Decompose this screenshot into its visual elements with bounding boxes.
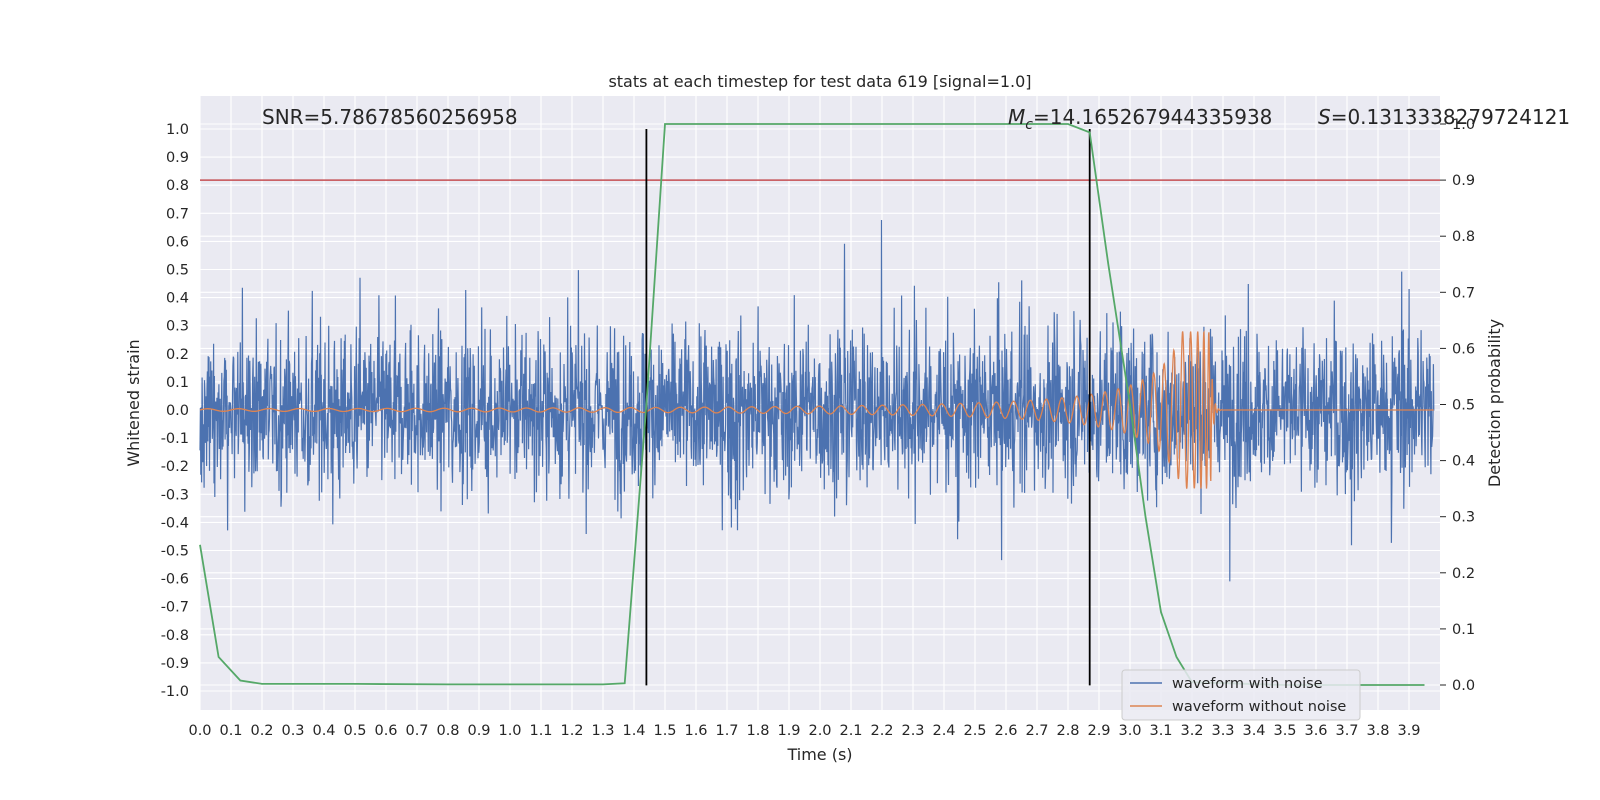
y-tick-label: 0.0 <box>166 403 189 419</box>
y-tick-label: -0.7 <box>161 600 189 616</box>
x-axis-label: Time (s) <box>786 745 852 764</box>
y-tick-label: -0.1 <box>161 431 189 447</box>
x-tick-label: 1.3 <box>591 723 614 739</box>
y-tick-label: 0.8 <box>166 178 189 194</box>
s-value: =0.1313338279724121 <box>1331 105 1570 129</box>
x-tick-label: 0.9 <box>467 723 490 739</box>
y-tick-label: -0.5 <box>161 544 189 560</box>
x-tick-label: 1.2 <box>560 723 583 739</box>
x-tick-label: 3.1 <box>1149 723 1172 739</box>
y-tick-label: 0.5 <box>166 263 189 279</box>
y-tick-label: -0.6 <box>161 572 189 588</box>
x-tick-label: 0.8 <box>436 723 459 739</box>
snr-annotation: SNR=5.78678560256958 <box>262 105 518 129</box>
x-tick-label: 2.8 <box>1056 723 1079 739</box>
waveform-without-noise-line <box>199 330 1434 489</box>
y-tick-label: 0.9 <box>166 150 189 166</box>
y2-tick-label: 0.3 <box>1452 510 1475 526</box>
x-tick-label: 3.8 <box>1366 723 1389 739</box>
x-tick-label: 0.2 <box>250 723 273 739</box>
series-waveform-without-noise <box>199 330 1434 489</box>
x-tick-label: 2.5 <box>963 723 986 739</box>
x-tick-label: 2.1 <box>839 723 862 739</box>
chart-title: stats at each timestep for test data 619… <box>608 72 1031 91</box>
legend-box <box>1121 669 1361 721</box>
x-tick-label: 2.7 <box>1025 723 1048 739</box>
y2-tick-label: 0.0 <box>1452 678 1475 694</box>
y2-tick-label: 0.5 <box>1452 398 1475 414</box>
y2-tick-label: 1.0 <box>1452 117 1475 133</box>
x-tick-label: 3.3 <box>1211 723 1234 739</box>
series-detection-probability <box>199 123 1425 686</box>
x-tick-label: 1.9 <box>777 723 800 739</box>
y2-tick-label: 0.2 <box>1452 566 1475 582</box>
x-tick-label: 1.4 <box>622 723 645 739</box>
x-tick-label: 1.0 <box>498 723 521 739</box>
x-tick-label: 1.8 <box>746 723 769 739</box>
x-tick-label: 3.4 <box>1242 723 1265 739</box>
y-tick-label: 0.6 <box>166 234 189 250</box>
x-tick-label: 3.7 <box>1335 723 1358 739</box>
mc-value: =14.165267944335938 <box>1033 105 1272 129</box>
y-tick-label: 0.3 <box>166 319 189 335</box>
x-tick-label: 0.4 <box>312 723 335 739</box>
x-tick-label: 0.3 <box>281 723 304 739</box>
x-tick-label: 3.0 <box>1118 723 1141 739</box>
y2-tick-label: 0.8 <box>1452 229 1475 245</box>
x-tick-label: 2.0 <box>808 723 831 739</box>
y-tick-label: -0.9 <box>161 656 189 672</box>
x-tick-label: 2.6 <box>994 723 1017 739</box>
y-tick-label: -0.4 <box>161 515 189 531</box>
s-symbol: S <box>1318 105 1331 129</box>
x-tick-label: 1.6 <box>684 723 707 739</box>
y2-axis-label: Detection probability <box>1485 319 1504 487</box>
x-tick-label: 3.9 <box>1397 723 1420 739</box>
detection-probability-line <box>199 123 1425 686</box>
x-tick-label: 0.5 <box>343 723 366 739</box>
y-tick-label: 1.0 <box>166 122 189 138</box>
tick-labels: 0.0 0.1 0.2 0.3 0.4 0.5 0.6 0.7 0.8 0.9 1.0 1.1 1.2 1… <box>161 117 1475 739</box>
y2-tick-label: 0.4 <box>1452 454 1475 470</box>
y-tick-label: -1.0 <box>161 684 189 700</box>
series-waveform-with-noise <box>199 219 1435 582</box>
legend: waveform with noise waveform without noi… <box>1121 669 1361 721</box>
y-tick-label: 0.7 <box>166 206 189 222</box>
mc-subscript: c <box>1025 117 1033 133</box>
x-tick-label: 0.6 <box>374 723 397 739</box>
x-tick-label: 0.1 <box>219 723 242 739</box>
x-tick-label: 2.2 <box>870 723 893 739</box>
x-tick-label: 1.1 <box>529 723 552 739</box>
x-tick-label: 0.7 <box>405 723 428 739</box>
y-tick-label: 0.2 <box>166 347 189 363</box>
y2-tick-label: 0.9 <box>1452 173 1475 189</box>
x-tick-label: 2.9 <box>1087 723 1110 739</box>
y-tick-label: -0.3 <box>161 487 189 503</box>
legend-label-with-noise: waveform with noise <box>1172 676 1323 692</box>
legend-label-without-noise: waveform without noise <box>1172 699 1346 715</box>
mc-symbol: M <box>1008 105 1025 129</box>
x-tick-label: 1.7 <box>715 723 738 739</box>
y-axis-label: Whitened strain <box>124 339 143 466</box>
y2-tick-label: 0.7 <box>1452 285 1475 301</box>
y2-tick-label: 0.1 <box>1452 622 1475 638</box>
y2-tick-label: 0.6 <box>1452 341 1475 357</box>
x-tick-label: 0.0 <box>188 723 211 739</box>
x-tick-label: 3.5 <box>1273 723 1296 739</box>
x-tick-label: 2.3 <box>901 723 924 739</box>
waveform-with-noise-line <box>199 219 1435 582</box>
x-tick-label: 1.5 <box>653 723 676 739</box>
mc-annotation: Mc=14.165267944335938 <box>1008 105 1272 133</box>
y-tick-label: -0.8 <box>161 628 189 644</box>
x-tick-label: 3.6 <box>1304 723 1327 739</box>
y-tick-label: 0.1 <box>166 375 189 391</box>
y-tick-label: 0.4 <box>166 291 189 307</box>
y-tick-label: -0.2 <box>161 459 189 475</box>
x-tick-label: 2.4 <box>932 723 955 739</box>
x-tick-label: 3.2 <box>1180 723 1203 739</box>
s-annotation: S=0.1313338279724121 <box>1318 105 1570 129</box>
